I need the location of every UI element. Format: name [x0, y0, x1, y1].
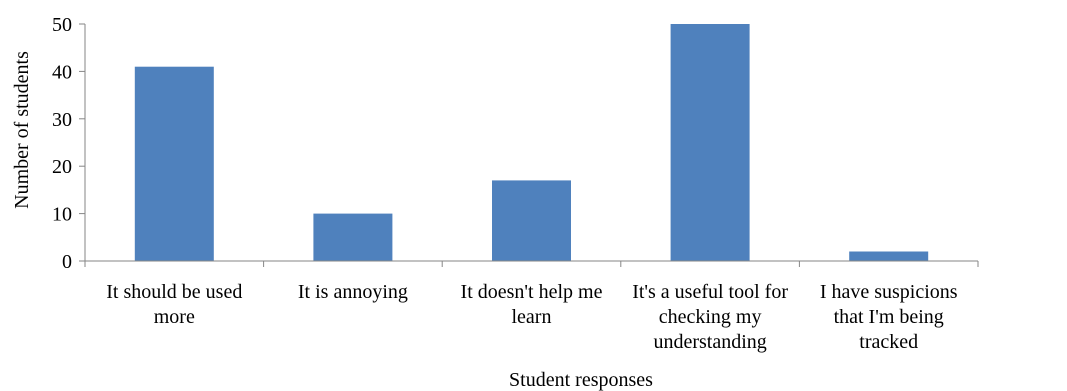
x-axis-title: Student responses — [509, 369, 653, 391]
y-tick-label: 0 — [62, 251, 72, 273]
x-tick-label: It doesn't help me learn — [461, 281, 603, 328]
y-axis-title: Number of students — [11, 51, 33, 209]
x-tick-label: It should be used more — [106, 281, 242, 328]
y-tick-label: 50 — [52, 14, 72, 36]
bar-3 — [492, 180, 571, 261]
bar-1 — [134, 66, 214, 261]
bars-group — [134, 24, 929, 261]
y-tick-label: 10 — [52, 204, 72, 226]
y-tick-label: 30 — [52, 109, 72, 131]
bar-4 — [670, 24, 750, 261]
y-tick-label: 40 — [52, 61, 72, 83]
bar-2 — [313, 213, 393, 261]
y-ticks-group: 0 10 20 30 40 50 — [52, 14, 72, 273]
axes-group — [79, 23, 979, 267]
x-tick-label: It is annoying — [298, 281, 408, 303]
x-tick-label: I have suspicions that I'm being tracked — [820, 281, 958, 353]
y-tick-label: 20 — [52, 156, 72, 178]
x-labels-group: It should be used more It is annoying It do… — [106, 281, 958, 353]
x-tick-label: It's a useful tool for checking my underst… — [632, 281, 788, 353]
bar-5 — [849, 251, 929, 261]
